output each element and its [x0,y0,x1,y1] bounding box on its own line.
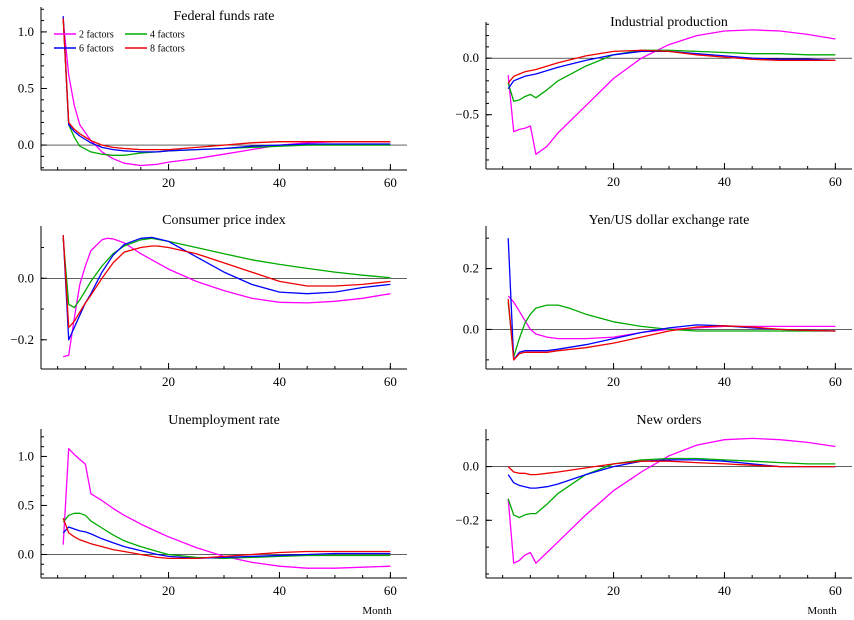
chart-panel-6: New orders −0.2 0.0 20 40 60 Month [455,413,852,617]
x-axis-label: Month [807,605,837,617]
x-tick-label: 20 [162,583,175,598]
y-tick-label: 0.5 [18,497,34,512]
x-tick-label: 40 [718,583,731,598]
panel-title: Industrial production [610,15,728,30]
legend-label: 4 factors [150,30,185,41]
x-tick-label: 60 [384,374,397,389]
series-line-8-factors [507,49,836,84]
x-tick-label: 40 [273,175,286,190]
panel-title: New orders [637,413,702,428]
series-line-8-factors [62,18,391,151]
y-tick-label: 0.0 [463,50,479,65]
x-tick-label: 20 [162,374,175,389]
y-tick-label: 1.0 [18,448,34,463]
series-line-2-factors [62,20,391,167]
x-tick-label: 60 [384,175,397,190]
series-line-2-factors [507,295,836,340]
chart-panel-1: Federal funds rate 0.0 0.5 1.0 20 40 60 2 facto… [18,7,407,190]
x-tick-label: 40 [718,374,731,389]
series-line-6-factors [507,50,836,90]
x-tick-label: 60 [829,583,842,598]
y-tick-label: −0.2 [10,332,34,347]
series-line-8-factors [507,460,836,476]
y-tick-label: 0.0 [18,546,34,561]
y-tick-label: 0.5 [18,81,34,96]
x-tick-label: 20 [607,583,620,598]
series-line-4-factors [507,49,836,102]
series-line-4-factors [62,512,391,560]
legend-label: 8 factors [150,44,185,55]
panel-title: Yen/US dollar exchange rate [589,213,750,228]
legend-label: 6 factors [79,44,114,55]
legend-label: 2 factors [79,30,114,41]
y-tick-label: 0.0 [463,321,479,336]
series-line-6-factors [62,526,391,560]
series-line-6-factors [62,16,391,153]
series-line-2-factors [62,447,391,569]
x-tick-label: 20 [162,175,175,190]
panel-title: Federal funds rate [173,9,274,24]
y-tick-label: 1.0 [18,24,34,39]
series-line-6-factors [507,238,836,361]
x-tick-label: 20 [607,174,620,189]
y-tick-label: −0.5 [455,107,479,122]
y-tick-label: 0.0 [18,137,34,152]
series-line-6-factors [62,235,391,341]
x-tick-label: 40 [273,583,286,598]
y-tick-label: 0.0 [18,270,34,285]
series-line-4-factors [62,237,391,309]
series-line-6-factors [507,459,836,489]
chart-panel-3: Consumer price index −0.2 0.0 20 40 60 [10,213,407,389]
x-tick-label: 40 [273,374,286,389]
series-line-8-factors [62,517,391,560]
chart-panel-4: Yen/US dollar exchange rate 0.0 0.2 20 40 60 [463,213,852,389]
series-line-4-factors [507,302,836,358]
y-tick-label: −0.2 [455,512,479,527]
y-tick-label: 0.0 [463,459,479,474]
chart-panel-2: Industrial production −0.5 0.0 20 40 60 [455,15,852,189]
series-line-2-factors [507,437,836,564]
panel-title: Unemployment rate [168,413,280,428]
series-line-4-factors [507,457,836,519]
series-line-2-factors [63,237,391,358]
x-axis-label: Month [362,605,392,617]
x-tick-label: 60 [829,374,842,389]
x-tick-label: 60 [384,583,397,598]
chart-panel-5: Unemployment rate 0.0 0.5 1.0 20 40 60 Month [18,413,407,617]
legend: 2 factors 4 factors 6 factors 8 factors [54,30,185,55]
x-tick-label: 40 [718,174,731,189]
y-tick-label: 0.2 [463,261,479,276]
x-tick-label: 20 [607,374,620,389]
series-line-8-factors [507,298,836,361]
x-tick-label: 60 [829,174,842,189]
series-line-8-factors [62,235,391,329]
panel-title: Consumer price index [162,213,286,228]
series-line-2-factors [507,29,836,155]
